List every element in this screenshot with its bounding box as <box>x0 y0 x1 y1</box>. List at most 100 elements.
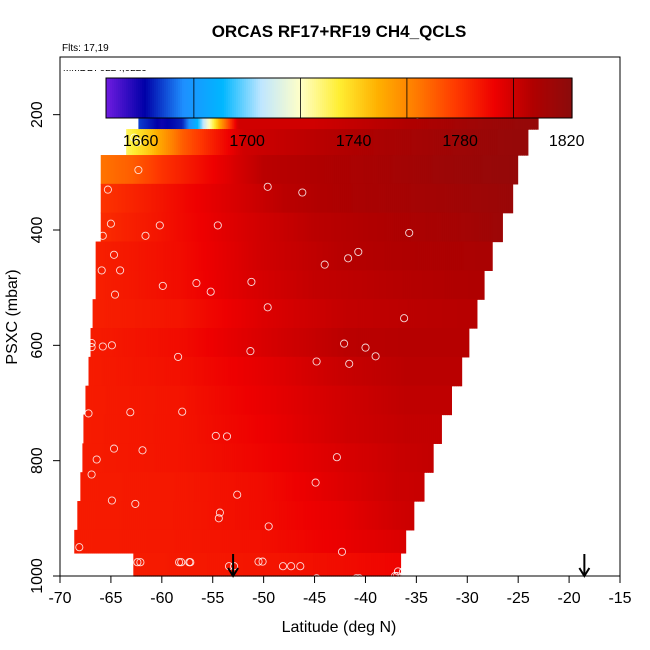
heatmap-cell <box>181 241 185 271</box>
heatmap-cell <box>330 212 334 243</box>
heatmap-cell <box>227 385 231 416</box>
heatmap-cell <box>195 270 199 300</box>
heatmap-cell <box>131 385 135 416</box>
heatmap-cell <box>303 270 307 300</box>
heatmap-cell <box>394 472 397 502</box>
heatmap-cell <box>326 212 330 243</box>
heatmap-cell <box>228 356 232 387</box>
heatmap-cell <box>172 328 176 358</box>
heatmap-cell <box>270 472 273 502</box>
heatmap-cell <box>306 183 310 214</box>
heatmap-cell <box>245 270 249 300</box>
heatmap-cell <box>241 414 245 444</box>
data-point-marker <box>214 514 223 523</box>
heatmap-cell <box>392 299 396 329</box>
heatmap-cell <box>284 529 287 554</box>
data-point-marker <box>174 352 183 361</box>
heatmap-cell <box>126 129 129 156</box>
heatmap-cell <box>295 501 298 531</box>
heatmap-cell <box>478 212 482 243</box>
heatmap-cell <box>159 270 163 300</box>
colorbar-cell <box>296 78 299 118</box>
colorbar-cell <box>146 78 149 118</box>
heatmap-cell <box>100 212 104 243</box>
heatmap-cell <box>178 299 182 329</box>
colorbar-cell <box>280 78 283 118</box>
heatmap-cell <box>332 183 336 214</box>
heatmap-cell <box>336 472 339 502</box>
heatmap-cell <box>114 328 118 358</box>
heatmap-cell <box>418 129 421 156</box>
heatmap-cell <box>215 270 219 300</box>
heatmap-cell <box>363 501 366 531</box>
heatmap-cell <box>238 443 241 473</box>
heatmap-cell <box>442 129 445 156</box>
heatmap-cell <box>249 501 252 531</box>
heatmap-cell <box>214 356 218 387</box>
heatmap-cell <box>333 270 337 300</box>
heatmap-cell <box>310 183 314 214</box>
heatmap-cell <box>310 443 313 473</box>
heatmap-cell <box>380 472 383 502</box>
heatmap-cell <box>442 299 446 329</box>
colorbar-cell <box>232 78 235 118</box>
heatmap-cell <box>390 443 393 473</box>
heatmap-cell <box>385 270 389 300</box>
data-point-marker <box>405 228 414 237</box>
heatmap-cell <box>80 472 83 502</box>
heatmap-cell <box>250 183 254 214</box>
heatmap-cell <box>440 212 444 243</box>
heatmap-cell <box>340 155 344 185</box>
heatmap-cell <box>286 129 289 156</box>
heatmap-cell <box>166 299 170 329</box>
heatmap-cell <box>323 385 327 416</box>
heatmap-cell <box>328 155 332 185</box>
heatmap-cell <box>197 501 200 531</box>
heatmap-cell <box>170 183 174 214</box>
heatmap-cell <box>125 501 128 531</box>
heatmap-cell <box>176 212 180 243</box>
heatmap-cell <box>259 385 263 416</box>
heatmap-cell <box>158 356 162 387</box>
heatmap-cell <box>237 270 241 300</box>
heatmap-cell <box>158 299 162 329</box>
heatmap-cell <box>120 299 124 329</box>
heatmap-cell <box>226 212 230 243</box>
heatmap-cell <box>232 299 236 329</box>
heatmap-cell <box>173 270 177 300</box>
heatmap-cell <box>176 183 180 214</box>
colorbar-cell <box>456 78 459 118</box>
heatmap-cell <box>378 129 381 156</box>
heatmap-cell <box>256 129 259 156</box>
heatmap-cell <box>496 183 500 214</box>
heatmap-cell <box>406 472 409 502</box>
heatmap-cell <box>252 328 256 358</box>
colorbar-cell <box>492 78 495 118</box>
heatmap-cell <box>158 129 161 156</box>
heatmap-cell <box>351 552 354 577</box>
heatmap-cell <box>110 472 113 502</box>
heatmap-cell <box>383 241 387 271</box>
heatmap-cell <box>400 356 404 387</box>
heatmap-cell <box>104 299 108 329</box>
heatmap-cell <box>228 328 232 358</box>
heatmap-cell <box>354 356 358 387</box>
heatmap-cell <box>325 385 329 416</box>
heatmap-cell <box>398 155 402 185</box>
heatmap-cell <box>263 241 267 271</box>
x-tick-label: -65 <box>99 590 122 607</box>
heatmap-cell <box>198 356 202 387</box>
heatmap-cell <box>204 328 208 358</box>
heatmap-cell <box>113 270 117 300</box>
heatmap-cell <box>271 270 275 300</box>
heatmap-cell <box>247 552 250 577</box>
heatmap-cell <box>397 241 401 271</box>
heatmap-cell <box>147 385 151 416</box>
colorbar-cell <box>432 78 435 118</box>
heatmap-cell <box>494 183 498 214</box>
heatmap-cell <box>352 529 355 554</box>
heatmap-cell <box>146 183 150 214</box>
heatmap-cell <box>216 129 219 156</box>
heatmap-cell <box>92 529 95 554</box>
heatmap-cell <box>146 155 150 185</box>
